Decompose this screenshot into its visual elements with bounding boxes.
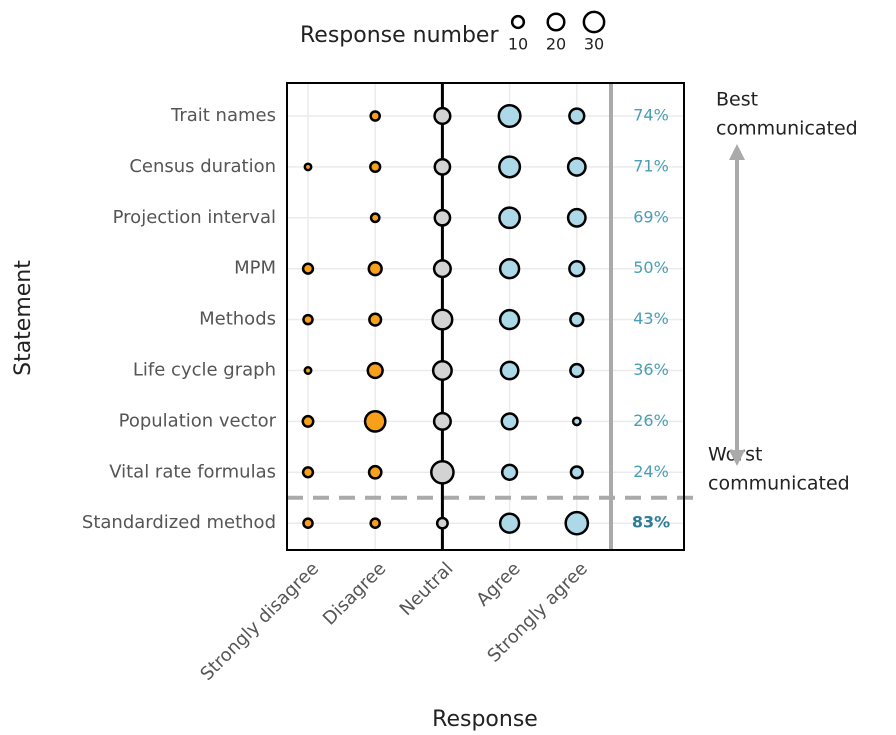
annotation: communicated xyxy=(708,473,850,495)
bubble xyxy=(571,416,582,427)
y-tick-label: Census duration xyxy=(129,156,276,177)
bubble xyxy=(367,464,383,480)
bubble xyxy=(498,512,521,534)
bubble xyxy=(498,258,521,280)
agreement-label: 26% xyxy=(633,411,669,430)
bubble xyxy=(303,366,313,375)
bubble xyxy=(500,412,519,431)
bubble xyxy=(497,103,522,129)
bubble xyxy=(433,106,452,126)
bubble xyxy=(498,155,522,179)
bubble xyxy=(500,463,519,481)
annotation: communicated xyxy=(716,118,858,140)
bubble xyxy=(433,158,452,176)
x-tick-label: Agree xyxy=(472,558,524,610)
bubble xyxy=(498,308,521,331)
bubble xyxy=(435,516,449,530)
agreement-label: 74% xyxy=(633,106,669,125)
bubble xyxy=(433,208,452,227)
bubble xyxy=(303,162,313,172)
bubble xyxy=(369,212,381,224)
agreement-label: 83% xyxy=(632,513,670,532)
bubble xyxy=(301,466,315,479)
agreement-label: 69% xyxy=(633,207,669,226)
bubble xyxy=(367,261,383,277)
agreement-label: 50% xyxy=(633,258,669,277)
bubble xyxy=(301,262,315,275)
y-tick-label: Methods xyxy=(199,309,276,330)
bubble xyxy=(302,313,314,326)
bubble xyxy=(499,360,520,381)
bubble xyxy=(569,311,585,328)
bubble xyxy=(568,107,586,125)
bubble xyxy=(363,410,387,433)
agreement-label: 36% xyxy=(633,360,669,379)
bubble xyxy=(432,411,452,431)
y-tick-label: Life cycle graph xyxy=(133,360,276,381)
bubble xyxy=(369,160,382,174)
x-tick-label: Disagree xyxy=(319,558,390,629)
agreement-label: 43% xyxy=(633,309,669,328)
y-tick-label: Population vector xyxy=(119,410,277,431)
bubble xyxy=(430,459,455,485)
size-legend-label: 30 xyxy=(584,35,604,54)
plot-frame xyxy=(286,82,685,551)
bubble xyxy=(431,360,453,381)
bubble xyxy=(369,517,381,529)
size-legend-label: 10 xyxy=(508,35,528,54)
size-legend-title: Response number xyxy=(300,23,499,48)
size-legend-key xyxy=(582,10,606,34)
bubble xyxy=(569,465,584,480)
bubble xyxy=(566,207,587,228)
y-tick-label: Vital rate formulas xyxy=(109,461,276,482)
bubble xyxy=(432,259,452,279)
x-tick-label: Neutral xyxy=(396,558,458,620)
bubble xyxy=(564,510,590,536)
annotation: Best xyxy=(716,89,758,111)
bubble xyxy=(368,312,383,327)
size-legend-key xyxy=(510,14,526,30)
size-legend-key xyxy=(546,12,566,32)
agreement-label: 24% xyxy=(633,462,669,481)
bubble xyxy=(366,361,384,380)
bubble xyxy=(301,414,315,428)
agreement-label: 71% xyxy=(633,156,669,175)
bubble xyxy=(569,362,585,379)
y-tick-label: Projection interval xyxy=(113,207,276,228)
y-tick-label: Trait names xyxy=(170,105,276,126)
y-axis-title: Statement xyxy=(11,260,36,376)
bubble xyxy=(498,206,521,230)
bubble xyxy=(568,260,586,278)
bubble xyxy=(566,156,587,177)
y-tick-label: Standardized method xyxy=(82,512,276,533)
bubble xyxy=(302,517,314,529)
x-axis-title: Response xyxy=(432,707,538,732)
size-legend-label: 20 xyxy=(546,35,566,54)
x-tick-label: Strongly disagree xyxy=(196,558,323,685)
bubble xyxy=(369,110,381,122)
y-tick-label: MPM xyxy=(234,258,276,279)
bubble xyxy=(431,308,454,331)
